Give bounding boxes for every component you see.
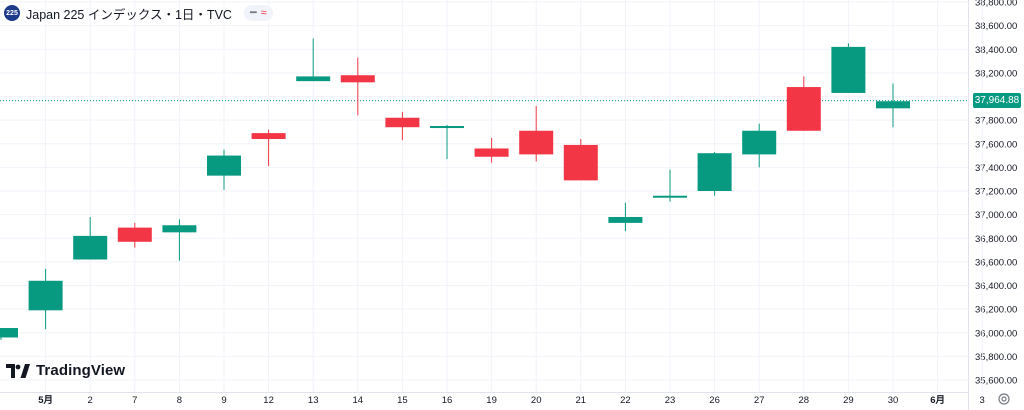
settings-gear-icon[interactable] [995, 390, 1013, 408]
chart-header: 225 Japan 225 インデックス・1日・TVC ━ ≈ [4, 4, 273, 22]
candle-body[interactable] [786, 87, 821, 131]
x-tick-label: 2 [88, 395, 93, 406]
candle-body[interactable] [28, 280, 63, 311]
x-tick-label: 15 [397, 395, 408, 406]
candle-body[interactable] [519, 130, 554, 155]
x-tick-label: 9 [221, 395, 226, 406]
y-tick-label: 38,800.00 [975, 0, 1017, 9]
x-tick-label: 23 [665, 395, 676, 406]
candle-body[interactable] [430, 126, 464, 129]
x-tick-label: 29 [843, 395, 854, 406]
x-tick-label: 30 [888, 395, 899, 406]
candle-body[interactable] [296, 76, 331, 82]
candle-body[interactable] [0, 328, 18, 338]
candle-body[interactable] [474, 148, 509, 157]
candle-body[interactable] [117, 227, 152, 242]
x-tick-label: 20 [531, 395, 542, 406]
candle-body[interactable] [385, 117, 420, 128]
candle-body[interactable] [653, 195, 687, 198]
y-tick-label: 38,400.00 [975, 45, 1017, 56]
candle-body[interactable] [608, 216, 643, 223]
y-tick-label: 36,600.00 [975, 257, 1017, 268]
candle-body[interactable] [162, 225, 197, 233]
x-tick-label: 16 [442, 395, 453, 406]
candle-body[interactable] [563, 144, 598, 181]
candle-body[interactable] [340, 75, 375, 83]
y-tick-label: 36,800.00 [975, 234, 1017, 245]
line-icon: ━ [249, 7, 257, 19]
y-tick-label: 36,400.00 [975, 281, 1017, 292]
candle-body[interactable] [207, 155, 241, 176]
x-tick-label: 3 [980, 395, 985, 406]
x-tick-label: 22 [620, 395, 631, 406]
tradingview-logo[interactable]: TradingView [6, 362, 125, 379]
chart-title[interactable]: Japan 225 インデックス・1日・TVC [26, 7, 232, 22]
x-tick-label: 14 [353, 395, 364, 406]
y-tick-label: 37,600.00 [975, 139, 1017, 150]
tradingview-logo-icon [6, 363, 30, 378]
y-tick-label: 36,200.00 [975, 305, 1017, 316]
logo-text: TradingView [36, 362, 126, 379]
x-tick-label: 28 [799, 395, 810, 406]
x-tick-label: 5月 [38, 395, 53, 406]
y-tick-label: 37,800.00 [975, 116, 1017, 127]
approx-icon: ≈ [260, 7, 267, 19]
candle-body[interactable] [73, 235, 108, 260]
last-price-label: 37,964.88 [973, 93, 1021, 108]
x-tick-label: 7 [132, 395, 137, 406]
y-tick-label: 38,600.00 [975, 21, 1017, 32]
indicator-toggle[interactable]: ━ ≈ [243, 5, 273, 21]
x-tick-label: 27 [754, 395, 765, 406]
y-tick-label: 37,200.00 [975, 187, 1017, 198]
y-tick-label: 35,600.00 [975, 376, 1017, 387]
candle-body[interactable] [697, 153, 732, 191]
x-tick-label: 21 [576, 395, 587, 406]
candle-body[interactable] [742, 130, 777, 155]
candle-body[interactable] [831, 46, 866, 93]
candle-body[interactable] [251, 133, 286, 140]
x-tick-label: 13 [308, 395, 319, 406]
y-tick-label: 35,800.00 [975, 352, 1017, 363]
candle-body[interactable] [876, 101, 910, 109]
y-tick-label: 38,200.00 [975, 68, 1017, 79]
x-tick-label: 26 [709, 395, 720, 406]
x-tick-label: 12 [263, 395, 274, 406]
x-tick-label: 6月 [930, 395, 945, 406]
x-tick-label: 8 [177, 395, 182, 406]
y-tick-label: 37,400.00 [975, 163, 1017, 174]
x-tick-label: 19 [486, 395, 497, 406]
y-tick-label: 36,000.00 [975, 328, 1017, 339]
y-tick-label: 37,000.00 [975, 210, 1017, 221]
symbol-badge-icon: 225 [4, 5, 20, 21]
